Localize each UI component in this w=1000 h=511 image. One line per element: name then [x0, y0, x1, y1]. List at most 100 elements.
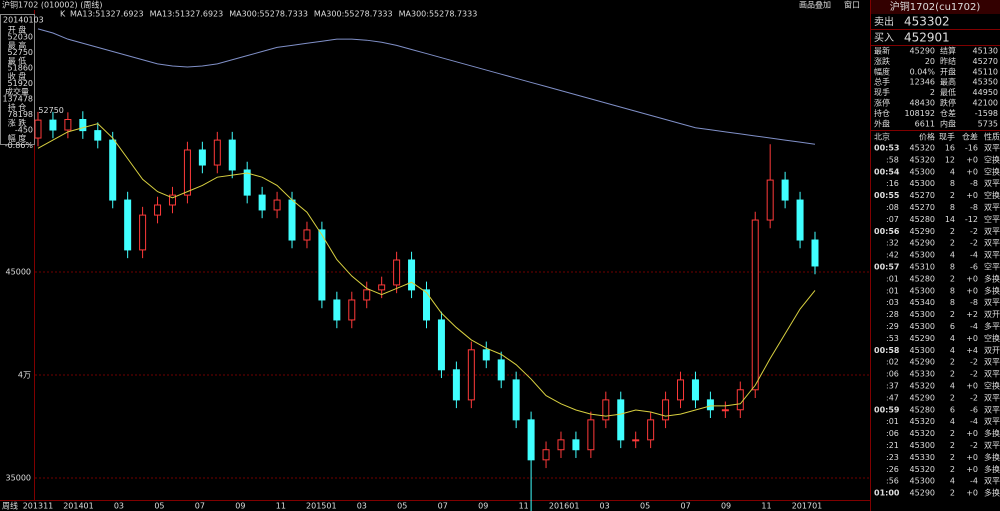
tick-price: 45300	[910, 310, 935, 319]
x-tick-label: 09	[478, 502, 488, 511]
tick-volume: 4	[950, 382, 955, 391]
tick-time: :16	[886, 179, 899, 188]
candle-body	[318, 229, 326, 301]
tick-nature: 多换	[984, 428, 1000, 438]
tick-time: :56	[886, 477, 899, 486]
candle-body	[437, 319, 445, 371]
candle-body	[527, 419, 535, 461]
tick-price: 45320	[910, 144, 935, 153]
candle-body	[303, 229, 311, 241]
tick-header: 价格	[919, 132, 935, 142]
tick-volume: 4	[950, 346, 955, 355]
x-tick-label: 07	[438, 502, 448, 511]
candle-body	[154, 204, 162, 216]
stat-value: 44950	[973, 88, 998, 97]
tick-time: :01	[886, 274, 899, 283]
tick-volume: 2	[950, 274, 955, 283]
tick-nature: 多换	[984, 452, 1000, 462]
tick-time: 01:00	[874, 489, 900, 498]
toolbar-button[interactable]: 画品叠加	[799, 0, 831, 10]
tick-volume: 8	[950, 263, 955, 272]
tick-nature: 空换	[984, 166, 1000, 176]
tick-change: +0	[966, 286, 978, 295]
quote-volume: 1	[942, 31, 950, 45]
stat-value: 5735	[978, 119, 998, 128]
legend-entry: MA13:51327.6923	[70, 10, 144, 19]
info-value: 78198	[8, 110, 33, 119]
tick-change: -6	[970, 263, 978, 272]
tick-nature: 双平	[984, 417, 1000, 426]
tick-change: -8	[970, 298, 978, 307]
stat-label: 总手	[874, 77, 890, 87]
x-tick-label: 05	[397, 502, 407, 511]
tick-price: 45320	[910, 465, 935, 474]
tick-price: 45300	[910, 167, 935, 176]
tick-volume: 12	[945, 155, 955, 164]
stat-label: 外盘	[874, 118, 890, 128]
tick-volume: 2	[950, 191, 955, 200]
x-tick-label: 11	[761, 502, 771, 511]
x-tick-label: 201701	[792, 502, 823, 511]
tick-price: 45330	[910, 370, 935, 379]
candle-body	[124, 199, 132, 251]
stat-label: 最低	[940, 87, 956, 97]
tick-change: -2	[970, 370, 978, 379]
tick-nature: 双平	[984, 227, 1000, 236]
tick-nature: 双平	[984, 358, 1000, 367]
x-tick-label: 11	[276, 502, 286, 511]
tick-nature: 双平	[984, 179, 1000, 188]
tick-volume: 2	[950, 358, 955, 367]
tick-time: :06	[886, 370, 899, 379]
tick-time: 00:55	[874, 191, 900, 200]
tick-time: :03	[886, 298, 899, 307]
x-tick-label: 11	[519, 502, 529, 511]
info-label: 收 盘	[8, 71, 27, 81]
info-value: 51860	[8, 64, 33, 73]
stat-label: 昨结	[940, 56, 956, 66]
tick-price: 45290	[910, 227, 935, 236]
tick-volume: 2	[950, 310, 955, 319]
ma-line	[37, 123, 816, 417]
tick-nature: 多换	[984, 273, 1000, 283]
tick-nature: 多换	[984, 464, 1000, 474]
tick-volume: 6	[950, 405, 955, 414]
candle-body	[393, 259, 401, 286]
tick-time: :06	[886, 429, 899, 438]
tick-change: +4	[966, 346, 978, 355]
tick-time: :28	[886, 310, 899, 319]
tick-header: 北京	[874, 132, 890, 142]
tick-price: 45270	[910, 191, 935, 200]
stat-label: 内盘	[940, 118, 956, 128]
tick-volume: 2	[950, 489, 955, 498]
tick-price: 45300	[910, 322, 935, 331]
tick-volume: 4	[950, 167, 955, 176]
x-tick-label: 201601	[549, 502, 580, 511]
candle-body	[512, 379, 520, 421]
toolbar-button[interactable]: 窗口	[844, 0, 860, 10]
tick-change: -8	[970, 179, 978, 188]
candle-body	[482, 349, 490, 361]
tick-volume: 2	[950, 453, 955, 462]
candle-body	[587, 419, 595, 451]
tick-price: 45320	[910, 417, 935, 426]
x-axis-title: 周线	[2, 501, 18, 511]
tick-nature: 双平	[984, 370, 1000, 379]
stat-label: 最新	[874, 46, 890, 56]
tick-price: 45280	[910, 274, 935, 283]
ma-line	[37, 28, 816, 145]
tick-price: 45290	[910, 334, 935, 343]
quote-title-bar	[871, 0, 1000, 14]
tick-nature: 双平	[984, 441, 1000, 450]
tick-change: -4	[970, 251, 978, 260]
tick-volume: 14	[945, 215, 955, 224]
tick-time: :02	[886, 358, 899, 367]
stat-value: 45350	[973, 78, 998, 87]
info-value: 137478	[2, 95, 33, 104]
candle-body	[662, 399, 670, 421]
tick-time: :26	[886, 465, 899, 474]
tick-time: 00:58	[874, 346, 900, 355]
stat-value: 42100	[973, 99, 998, 108]
tick-nature: 双平	[984, 203, 1000, 212]
